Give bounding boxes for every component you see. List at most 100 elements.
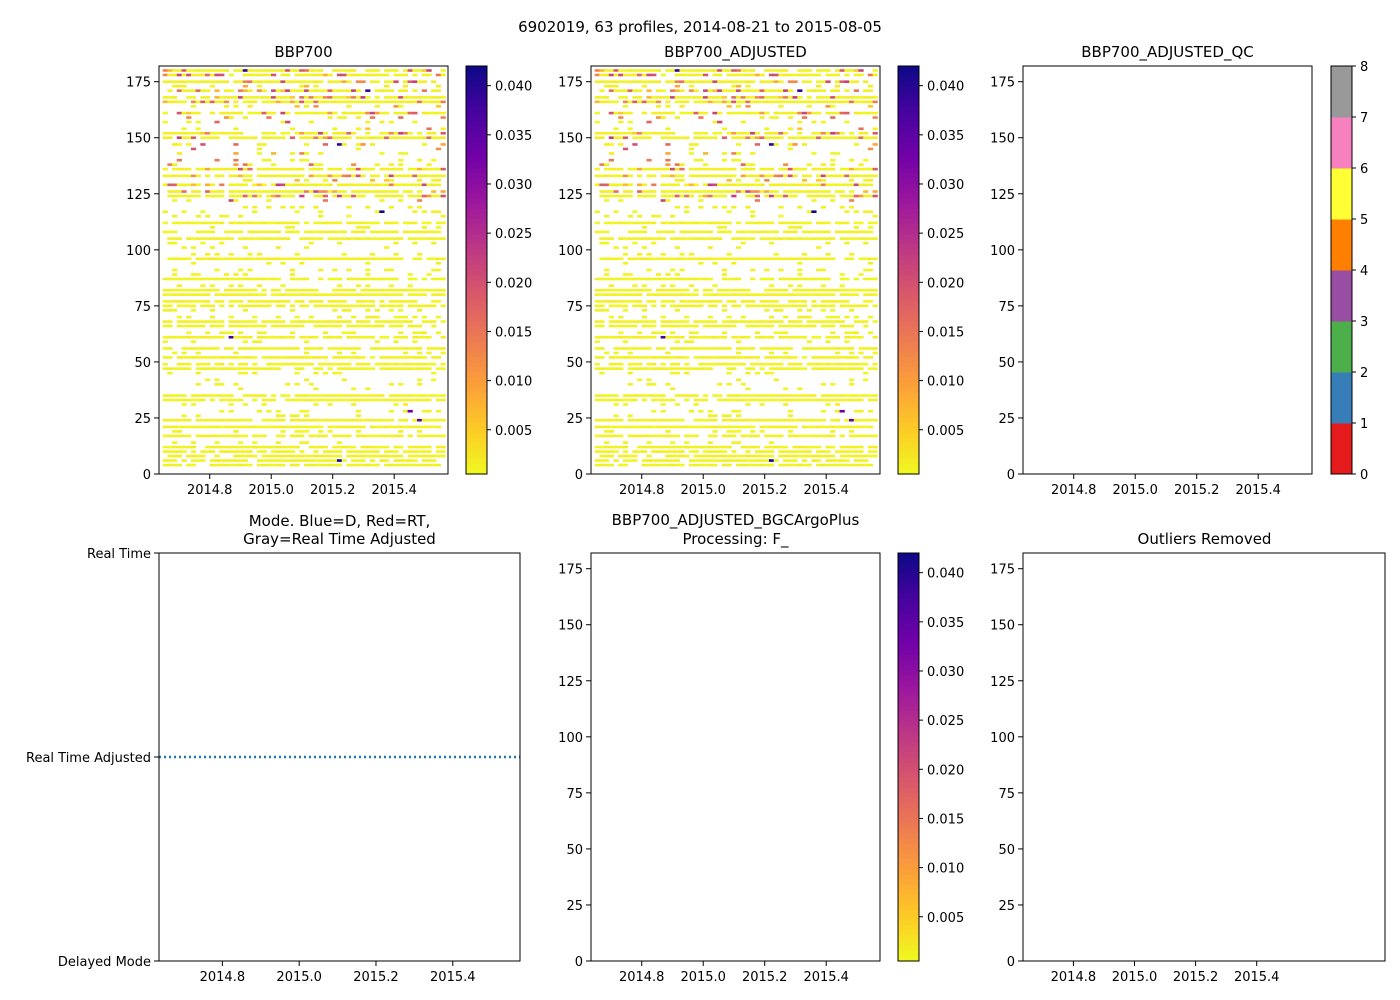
heatmap-cell xyxy=(294,394,300,397)
heatmap-cell xyxy=(346,463,352,467)
heatmap-cell xyxy=(398,105,404,108)
heatmap-cell xyxy=(271,347,277,350)
heatmap-cell xyxy=(820,450,826,453)
heatmap-cell xyxy=(398,367,404,370)
heatmap-cell xyxy=(341,293,347,296)
heatmap-cell xyxy=(299,454,305,458)
heatmap-cell xyxy=(435,454,442,458)
heatmap-cell xyxy=(787,356,793,359)
heatmap-cell xyxy=(613,394,619,397)
heatmap-cell xyxy=(608,434,614,438)
heatmap-cell xyxy=(242,221,248,225)
heatmap-cell xyxy=(393,300,399,303)
heatmap-cell xyxy=(209,425,215,429)
heatmap-cell xyxy=(209,246,215,249)
heatmap-cell xyxy=(688,445,695,449)
heatmap-cell xyxy=(275,221,281,225)
heatmap-cell xyxy=(627,120,633,124)
heatmap-cell xyxy=(176,398,182,402)
heatmap-cell xyxy=(867,454,874,458)
heatmap-cell xyxy=(266,277,272,281)
heatmap-cell xyxy=(346,257,352,261)
heatmap-cell xyxy=(844,356,850,359)
heatmap-cell xyxy=(792,100,798,104)
heatmap-cell xyxy=(379,418,385,422)
heatmap-cell xyxy=(783,131,789,135)
heatmap-cell xyxy=(844,167,850,171)
heatmap-cell xyxy=(271,167,277,171)
heatmap-cell xyxy=(670,257,676,261)
heatmap-cell xyxy=(238,111,244,115)
heatmap-cell xyxy=(379,434,385,438)
heatmap-cell xyxy=(355,147,361,151)
heatmap-cell xyxy=(365,284,371,287)
heatmap-cell xyxy=(407,277,413,281)
heatmap-cell xyxy=(792,174,798,178)
heatmap-cell xyxy=(703,194,709,198)
heatmap-cell xyxy=(190,237,197,240)
heatmap-cell xyxy=(844,174,850,178)
heatmap-cell xyxy=(313,237,319,240)
heatmap-cell xyxy=(768,441,775,444)
heatmap-cell xyxy=(341,418,347,422)
heatmap-cell xyxy=(665,418,671,422)
heatmap-cell xyxy=(332,268,338,272)
heatmap-cell xyxy=(618,356,624,359)
heatmap-cell xyxy=(285,89,291,92)
heatmap-cell xyxy=(313,230,319,234)
heatmap-cell xyxy=(618,111,624,115)
heatmap-cell xyxy=(731,190,737,193)
heatmap-cell xyxy=(271,454,277,458)
heatmap-cell xyxy=(435,100,442,104)
heatmap-cell xyxy=(181,183,187,187)
heatmap-cell xyxy=(421,69,427,72)
heatmap-cell xyxy=(670,335,676,339)
heatmap-cell xyxy=(407,96,413,99)
heatmap-cell xyxy=(801,425,808,429)
heatmap-cell xyxy=(402,356,409,359)
heatmap-cell xyxy=(853,320,859,323)
heatmap-cell xyxy=(604,230,610,234)
heatmap-cell xyxy=(209,230,215,234)
heatmap-cell xyxy=(684,96,690,99)
heatmap-cell xyxy=(162,100,168,104)
heatmap-cell xyxy=(388,205,394,209)
heatmap-cell xyxy=(398,158,404,162)
heatmap-cell xyxy=(303,418,310,422)
heatmap-cell xyxy=(303,394,310,397)
heatmap-cell xyxy=(289,434,296,438)
heatmap-cell xyxy=(816,80,822,83)
heatmap-cell xyxy=(402,221,409,225)
heatmap-cell xyxy=(858,100,864,104)
heatmap-cell xyxy=(398,300,404,303)
heatmap-cell xyxy=(172,131,178,135)
heatmap-cell xyxy=(271,425,277,429)
heatmap-cell xyxy=(186,80,192,83)
heatmap-cell xyxy=(660,96,666,99)
heatmap-cell xyxy=(195,414,201,418)
heatmap-cell xyxy=(261,96,267,99)
heatmap-cell xyxy=(670,304,676,308)
heatmap-cell xyxy=(816,335,822,339)
heatmap-cell xyxy=(355,143,361,146)
heatmap-cell xyxy=(849,237,855,240)
heatmap-cell xyxy=(783,351,789,355)
heatmap-cell xyxy=(388,288,394,292)
heatmap-cell xyxy=(294,293,300,296)
heatmap-cell xyxy=(355,418,361,422)
heatmap-cell xyxy=(252,367,258,370)
heatmap-cell xyxy=(200,80,206,83)
heatmap-cell xyxy=(322,463,329,467)
heatmap-cell xyxy=(745,356,751,359)
heatmap-cell xyxy=(219,167,225,171)
heatmap-cell xyxy=(417,356,423,359)
colorbar-step xyxy=(466,203,487,210)
heatmap-cell xyxy=(252,237,258,240)
heatmap-cell xyxy=(787,398,793,402)
heatmap-cell xyxy=(750,96,756,99)
heatmap-cell xyxy=(613,434,619,438)
heatmap-cell xyxy=(412,293,418,296)
heatmap-cell xyxy=(693,136,699,140)
heatmap-cell xyxy=(162,450,168,453)
heatmap-cell xyxy=(712,80,718,83)
